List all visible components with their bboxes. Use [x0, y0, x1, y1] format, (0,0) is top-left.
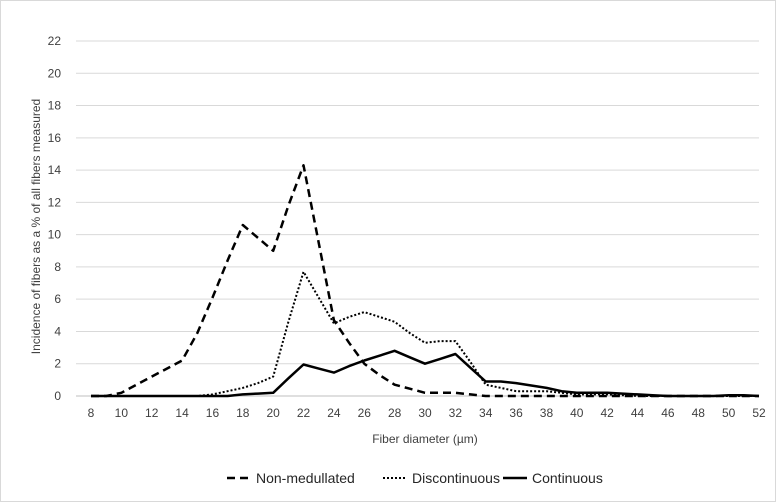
x-tick-label: 42	[601, 406, 615, 420]
x-tick-label: 52	[752, 406, 766, 420]
legend: Non-medullated Discontinuous Continuous	[227, 470, 603, 486]
y-tick-label: 2	[54, 357, 61, 371]
y-tick-label: 4	[54, 324, 61, 338]
y-tick-label: 20	[48, 66, 62, 80]
x-tick-label: 24	[327, 406, 341, 420]
x-tick-label: 40	[570, 406, 584, 420]
x-tick-label: 50	[722, 406, 736, 420]
legend-label-continuous: Continuous	[532, 470, 603, 486]
y-tick-label: 12	[48, 195, 62, 209]
y-tick-label: 8	[54, 260, 61, 274]
x-tick-label: 30	[418, 406, 432, 420]
series-line-continuous	[91, 349, 760, 398]
y-axis-title: Incidence of fibers as a % of all fibers…	[29, 99, 43, 354]
y-tick-label: 10	[48, 228, 62, 242]
x-tick-label: 36	[509, 406, 523, 420]
legend-label-discontinuous: Discontinuous	[412, 470, 500, 486]
y-axis-tick-labels: 0 2 4 6 8 10 12 14 16 18 20 22	[48, 34, 62, 403]
y-tick-label: 0	[54, 389, 61, 403]
x-tick-label: 14	[175, 406, 189, 420]
x-tick-label: 10	[115, 406, 129, 420]
y-tick-label: 18	[48, 99, 62, 113]
x-tick-label: 38	[540, 406, 554, 420]
x-tick-label: 22	[297, 406, 311, 420]
x-tick-label: 26	[358, 406, 372, 420]
grid-lines	[76, 40, 759, 365]
x-tick-label: 16	[206, 406, 220, 420]
x-axis-tick-labels: 8 10 12 14 16 18 20 22 24 26 28 30 32 34 36 38 40 42 44 46 4…	[88, 406, 766, 420]
y-tick-label: 22	[48, 34, 62, 48]
series-line-non-medullated	[91, 164, 759, 398]
x-tick-label: 28	[388, 406, 402, 420]
x-tick-label: 48	[692, 406, 706, 420]
y-tick-label: 6	[54, 292, 61, 306]
x-tick-label: 32	[449, 406, 463, 420]
x-tick-label: 44	[631, 406, 645, 420]
x-tick-label: 12	[145, 406, 159, 420]
series-line-discontinuous	[91, 270, 759, 397]
y-tick-label: 14	[48, 163, 62, 177]
legend-label-non-medullated: Non-medullated	[256, 470, 355, 486]
x-tick-label: 18	[236, 406, 250, 420]
x-tick-label: 34	[479, 406, 493, 420]
x-tick-label: 46	[661, 406, 675, 420]
series-lines	[91, 164, 760, 398]
x-tick-label: 20	[267, 406, 281, 420]
x-axis-title: Fiber diameter (µm)	[372, 432, 478, 446]
x-tick-label: 8	[88, 406, 95, 420]
y-tick-label: 16	[48, 131, 62, 145]
